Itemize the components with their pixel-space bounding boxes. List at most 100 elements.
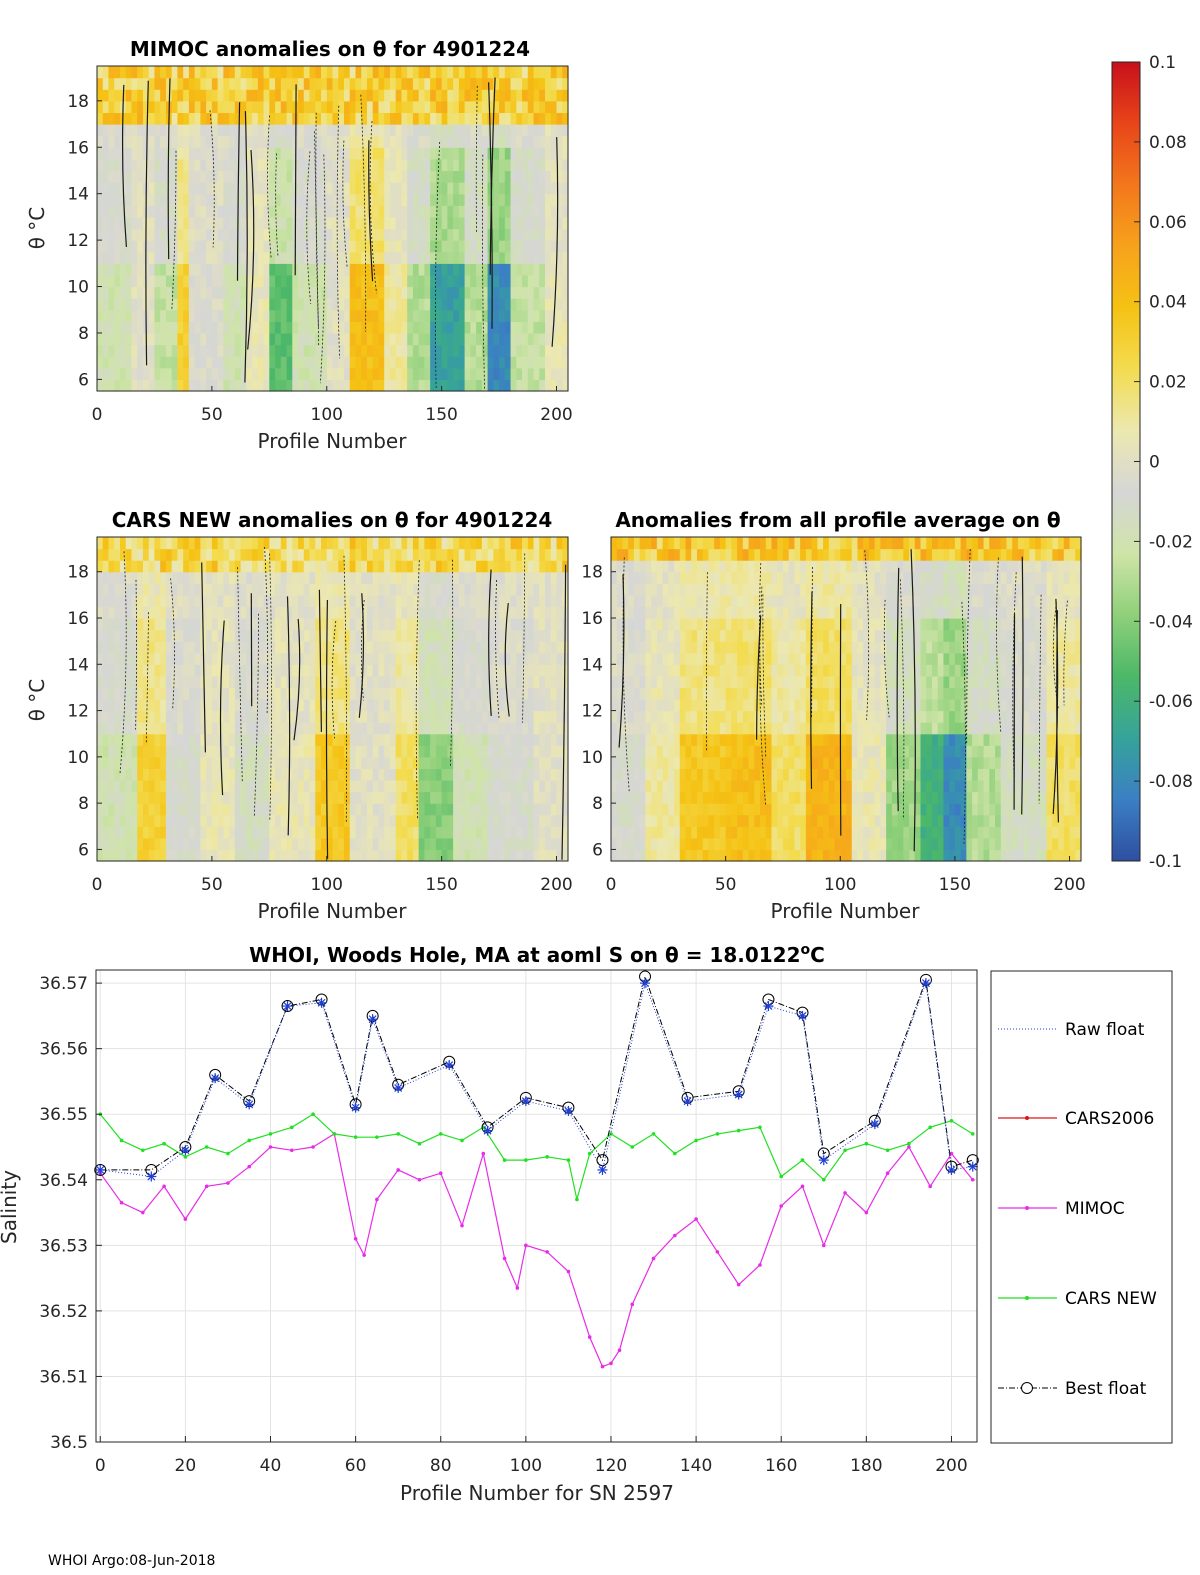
heatmap-cell (616, 780, 624, 793)
heatmap-cell (384, 228, 391, 241)
heatmap-cell (349, 733, 357, 746)
heatmap-cell (493, 664, 500, 677)
heatmap-cell (114, 367, 121, 380)
heatmap-cell (343, 251, 351, 264)
heatmap-cell (533, 321, 540, 334)
heatmap-cell (493, 768, 500, 781)
heatmap-cell (102, 77, 110, 90)
heatmap-cell (349, 710, 357, 723)
heatmap-cell (275, 147, 282, 160)
heatmap-cell (349, 849, 357, 862)
heatmap-cell (137, 321, 144, 334)
heatmap-cell (476, 263, 483, 276)
heatmap-cell (651, 583, 658, 596)
heatmap-cell (108, 652, 115, 665)
heatmap-cell (516, 112, 523, 125)
heatmap-cell (252, 332, 259, 346)
heatmap-cell (303, 240, 311, 253)
heatmap-cell (108, 77, 115, 90)
heatmap-cell (142, 756, 150, 770)
heatmap-cell (315, 710, 322, 723)
heatmap-cell (200, 321, 207, 334)
heatmap-cell (372, 263, 380, 276)
heatmap-cell (407, 124, 414, 137)
heatmap-cell (424, 699, 431, 712)
heatmap-cell (257, 367, 265, 380)
heatmap-cell (343, 837, 351, 851)
heatmap-cell (321, 837, 328, 851)
heatmap-cell (125, 722, 133, 735)
heatmap-cell (257, 100, 265, 114)
heatmap-cell (171, 687, 179, 700)
heatmap-cell (424, 228, 431, 241)
heatmap-cell (424, 641, 431, 654)
heatmap-cell (131, 367, 138, 380)
heatmap-cell (361, 756, 368, 770)
heatmap-cell (418, 367, 425, 380)
heatmap-cell (418, 733, 425, 746)
heatmap-cell (527, 745, 535, 758)
heatmap-cell (616, 756, 624, 770)
heatmap-cell (493, 548, 500, 561)
heatmap-cell (481, 675, 489, 689)
heatmap-cell (355, 77, 362, 90)
heatmap-cell (464, 803, 471, 816)
heatmap-cell (217, 100, 224, 114)
heatmap-cell (229, 618, 236, 631)
heatmap-cell (378, 756, 385, 770)
heatmap-cell (372, 537, 380, 550)
heatmap-cell (252, 699, 259, 712)
heatmap-cell (102, 675, 110, 689)
heatmap-cell (298, 652, 305, 665)
heatmap-cell (286, 803, 293, 816)
heatmap-cell (499, 344, 506, 357)
heatmap-cell (441, 745, 448, 758)
heatmap-cell (252, 629, 259, 642)
heatmap-cell (476, 664, 483, 677)
heatmap-cell (424, 583, 431, 596)
heatmap-cell (401, 618, 408, 631)
heatmap-cell (366, 722, 374, 735)
heatmap-cell (309, 274, 316, 288)
heatmap-cell (211, 89, 219, 102)
heatmap-cell (171, 733, 179, 746)
heatmap-cell (510, 537, 517, 550)
heatmap-cell (332, 309, 339, 322)
heatmap-cell (338, 367, 345, 380)
heatmap-cell (435, 100, 443, 114)
heatmap-cell (102, 826, 110, 839)
x-tick-label: 200 (540, 405, 572, 425)
heatmap-cell (142, 837, 150, 851)
heatmap-cell (378, 158, 385, 172)
heatmap-cell (389, 216, 397, 230)
heatmap-cell (476, 77, 483, 90)
heatmap-cell (645, 537, 652, 550)
heatmap-cell (223, 216, 230, 230)
heatmap-cell (125, 837, 133, 851)
heatmap-cell (611, 768, 618, 781)
heatmap-cell (177, 699, 184, 712)
heatmap-cell (527, 618, 535, 631)
heatmap-cell (131, 228, 138, 241)
heatmap-cell (229, 687, 236, 700)
heatmap-cell (611, 722, 618, 735)
heatmap-cell (361, 309, 368, 322)
heatmap-cell (611, 710, 618, 723)
heatmap-cell (252, 803, 259, 816)
heatmap-cell (137, 606, 144, 619)
heatmap-cell (470, 344, 477, 357)
heatmap-cell (645, 745, 652, 758)
heatmap-cell (539, 560, 546, 573)
heatmap-cell (447, 849, 454, 862)
heatmap-cell (656, 814, 664, 827)
heatmap-cell (441, 756, 448, 770)
heatmap-cell (200, 606, 207, 619)
heatmap-cell (154, 321, 161, 334)
heatmap-cell (651, 629, 658, 642)
heatmap-cell (476, 733, 483, 746)
heatmap-cell (286, 100, 293, 114)
heatmap-cell (389, 379, 397, 392)
heatmap-cell (389, 687, 397, 700)
heatmap-cell (639, 756, 646, 770)
heatmap-cell (223, 756, 230, 770)
